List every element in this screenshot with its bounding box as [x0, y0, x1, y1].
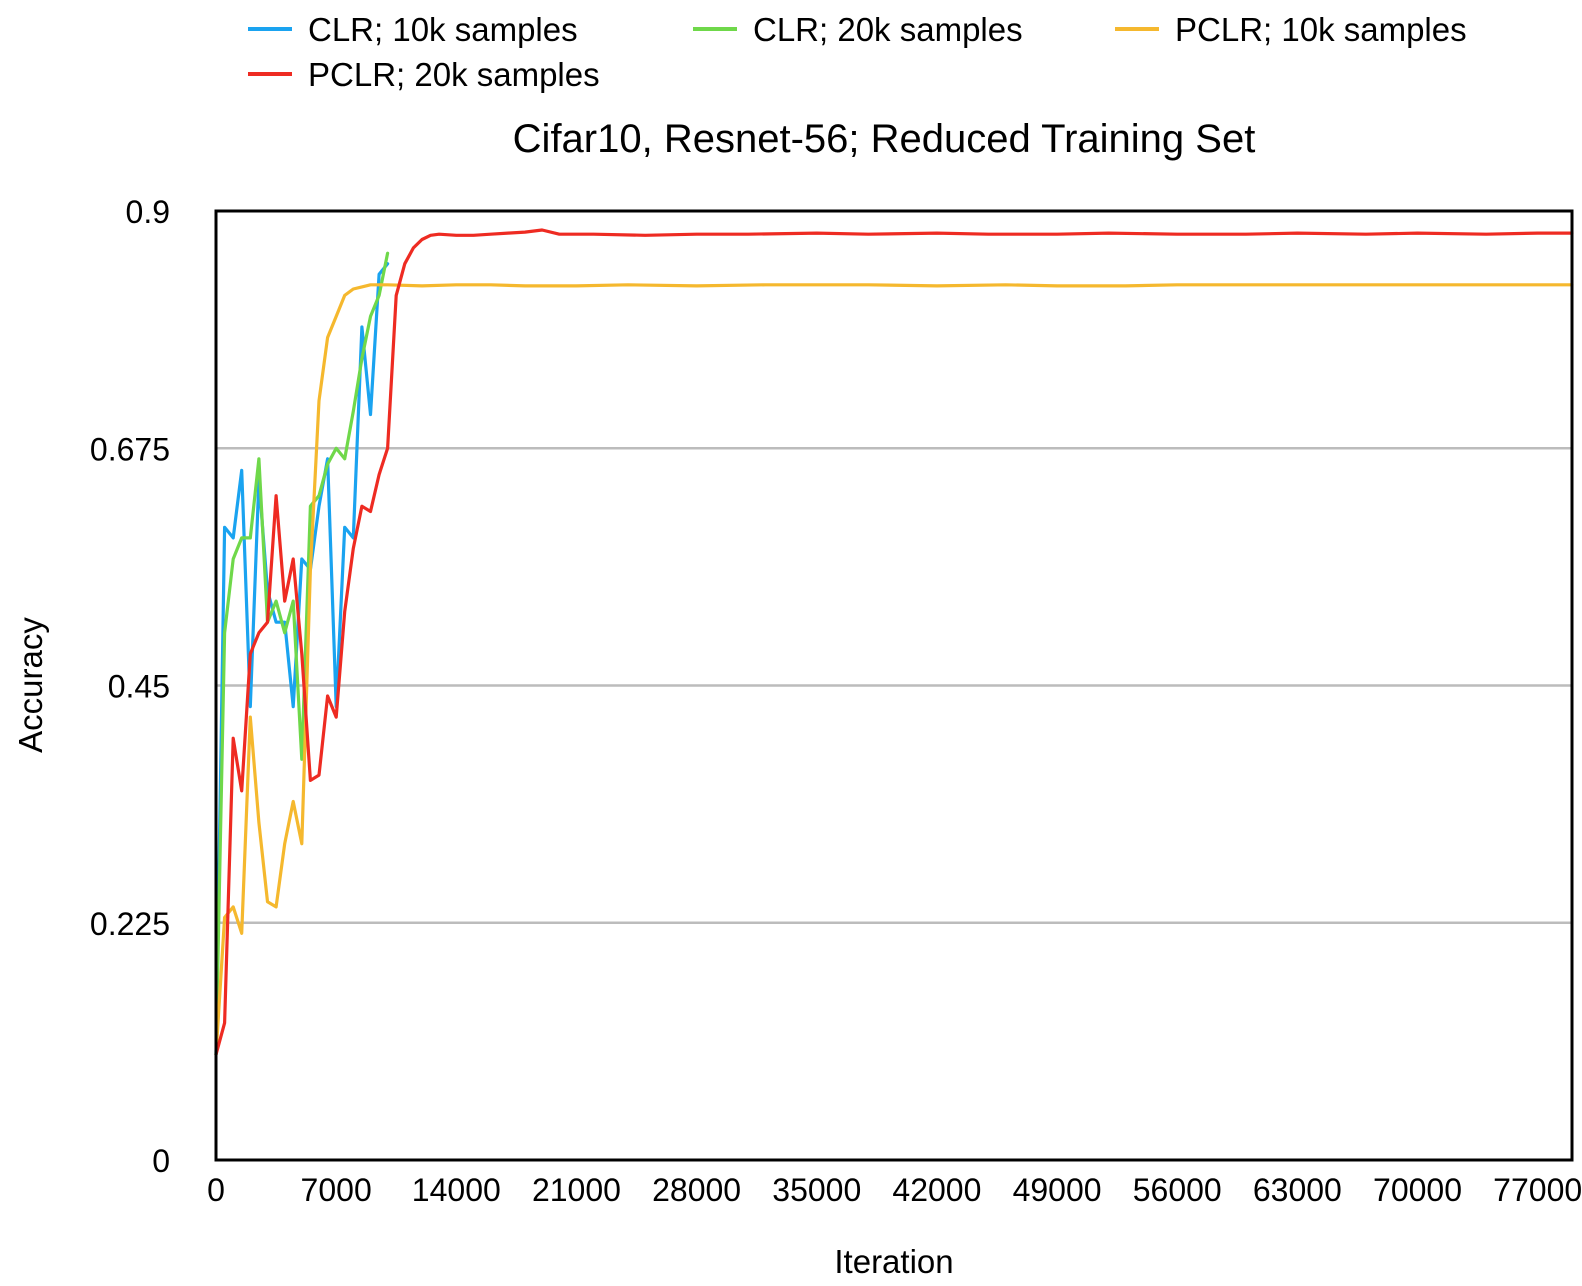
plot-frame — [214, 209, 1574, 1162]
x-tick-label: 49000 — [1013, 1172, 1102, 1208]
series-lines — [214, 228, 1574, 1057]
y-axis-label: Accuracy — [12, 617, 49, 753]
x-tick-label: 21000 — [532, 1172, 621, 1208]
series-line-2 — [214, 251, 390, 1057]
x-tick-label: 35000 — [772, 1172, 861, 1208]
y-tick-label: 0.225 — [90, 906, 170, 942]
y-tick-label: 0.45 — [108, 669, 170, 705]
x-tick-label: 28000 — [652, 1172, 741, 1208]
x-tick-label: 14000 — [412, 1172, 501, 1208]
series-line-1 — [214, 262, 390, 1057]
x-tick-label: 63000 — [1253, 1172, 1342, 1208]
series-line-4 — [214, 228, 1574, 1057]
chart-title: Cifar10, Resnet-56; Reduced Training Set — [513, 117, 1256, 161]
legend-label: PCLR; 10k samples — [1175, 11, 1467, 48]
legend: CLR; 10k samples CLR; 20k samples PCLR; 10… — [248, 11, 1467, 93]
x-tick-label: 70000 — [1373, 1172, 1462, 1208]
x-tick-label: 7000 — [301, 1172, 372, 1208]
legend-label: CLR; 10k samples — [308, 11, 578, 48]
x-tick-label: 42000 — [892, 1172, 981, 1208]
y-tick-labels: 0 0.225 0.45 0.675 0.9 — [90, 194, 170, 1179]
y-tick-label: 0.675 — [90, 431, 170, 467]
legend-label: CLR; 20k samples — [753, 11, 1023, 48]
gridlines — [216, 447, 1572, 924]
y-tick-label: 0.9 — [126, 194, 170, 230]
x-axis-label: Iteration — [834, 1243, 953, 1280]
series-line-3 — [214, 283, 1574, 1057]
x-tick-label: 77000 — [1493, 1172, 1582, 1208]
x-tick-label: 56000 — [1133, 1172, 1222, 1208]
legend-label: PCLR; 20k samples — [308, 56, 600, 93]
x-tick-labels: 0 7000 14000 21000 28000 35000 42000 49000 56000… — [207, 1172, 1582, 1208]
y-tick-label: 0 — [152, 1143, 170, 1179]
x-tick-label: 0 — [207, 1172, 225, 1208]
